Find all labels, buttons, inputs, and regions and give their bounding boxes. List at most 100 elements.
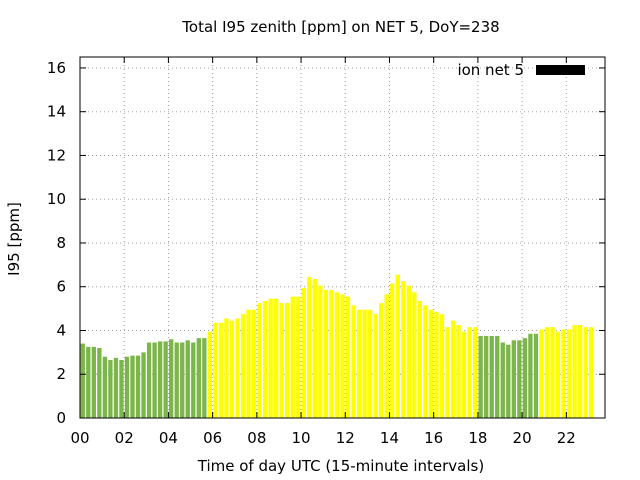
bar — [268, 298, 273, 418]
bar — [296, 296, 301, 418]
y-tick-label: 4 — [56, 321, 66, 339]
y-tick-label: 6 — [56, 278, 66, 296]
bar — [566, 329, 572, 418]
bar — [495, 335, 500, 418]
bar — [279, 303, 284, 418]
bar — [218, 322, 224, 418]
y-tick-label: 0 — [56, 409, 66, 427]
bar — [334, 292, 340, 418]
x-tick-label: 20 — [513, 429, 532, 447]
x-tick-label: 04 — [159, 429, 178, 447]
x-tick-label: 00 — [70, 429, 89, 447]
bar — [583, 327, 588, 418]
bar — [80, 343, 85, 418]
x-tick-label: 18 — [468, 429, 487, 447]
bar — [86, 346, 91, 418]
bar — [163, 341, 168, 418]
bar — [135, 355, 141, 418]
bar — [157, 341, 163, 418]
y-tick-label: 8 — [56, 234, 66, 252]
bar — [141, 352, 146, 418]
chart-title: Total I95 zenith [ppm] on NET 5, DoY=238 — [181, 18, 499, 36]
plot-frame — [79, 56, 606, 419]
bar — [191, 342, 196, 418]
bar — [434, 311, 439, 418]
bar — [274, 298, 279, 418]
bar — [417, 300, 423, 418]
bar — [577, 325, 583, 418]
bar — [152, 342, 157, 418]
bar — [456, 325, 461, 418]
bar — [169, 339, 174, 418]
x-tick-label: 14 — [380, 429, 399, 447]
bar — [301, 287, 306, 418]
legend-label: ion net 5 — [457, 61, 524, 79]
bar — [550, 327, 555, 418]
bar — [356, 309, 362, 418]
y-tick-label: 16 — [47, 59, 66, 77]
bar — [174, 342, 179, 418]
x-tick-label: 06 — [203, 429, 222, 447]
x-tick-label: 22 — [557, 429, 576, 447]
bar — [589, 327, 594, 418]
bar — [489, 335, 494, 418]
x-tick-label: 12 — [336, 429, 355, 447]
bar — [367, 309, 373, 418]
bar — [500, 342, 505, 418]
bar — [517, 340, 522, 418]
axis-ticks — [79, 57, 605, 419]
bar — [207, 331, 213, 418]
bar — [329, 290, 334, 418]
bar — [539, 329, 544, 418]
y-tick-label: 14 — [47, 103, 66, 121]
y-tick-label: 2 — [56, 365, 66, 383]
bar — [235, 318, 240, 418]
bar — [461, 331, 467, 418]
bars — [80, 274, 594, 418]
bar — [467, 327, 472, 418]
bar — [533, 333, 539, 418]
x-tick-label: 08 — [247, 429, 266, 447]
bar — [229, 320, 235, 418]
bar — [318, 285, 323, 418]
bar — [91, 346, 96, 418]
bar — [555, 331, 561, 418]
bar — [257, 303, 262, 418]
y-tick-label: 10 — [47, 190, 66, 208]
bar — [428, 309, 434, 418]
bar — [445, 327, 450, 418]
bar — [213, 322, 218, 418]
bar — [401, 281, 406, 418]
bar — [202, 338, 207, 418]
bar — [340, 294, 345, 418]
grid-lines — [80, 57, 605, 418]
x-axis-label: Time of day UTC (15-minute intervals) — [197, 457, 484, 475]
bar — [312, 279, 318, 418]
bar — [544, 327, 550, 418]
x-tick-label: 02 — [115, 429, 134, 447]
bar — [119, 360, 124, 418]
bar — [423, 305, 428, 418]
bar — [262, 300, 268, 418]
legend: ion net 5 — [457, 61, 585, 79]
bar — [478, 335, 483, 418]
bar — [522, 338, 528, 418]
bar — [185, 340, 190, 418]
bar — [196, 338, 201, 418]
bar — [108, 360, 113, 418]
bar — [130, 355, 135, 418]
bar — [484, 335, 489, 418]
x-tick-label: 16 — [424, 429, 443, 447]
bar — [102, 356, 108, 418]
bar — [351, 305, 356, 418]
bar — [113, 357, 119, 418]
y-tick-label: 12 — [47, 146, 66, 164]
bar — [146, 342, 152, 418]
bar — [384, 294, 389, 418]
bar — [528, 333, 533, 418]
bar — [379, 303, 384, 418]
bar — [323, 290, 329, 418]
bar — [345, 296, 351, 418]
bar — [373, 314, 378, 418]
